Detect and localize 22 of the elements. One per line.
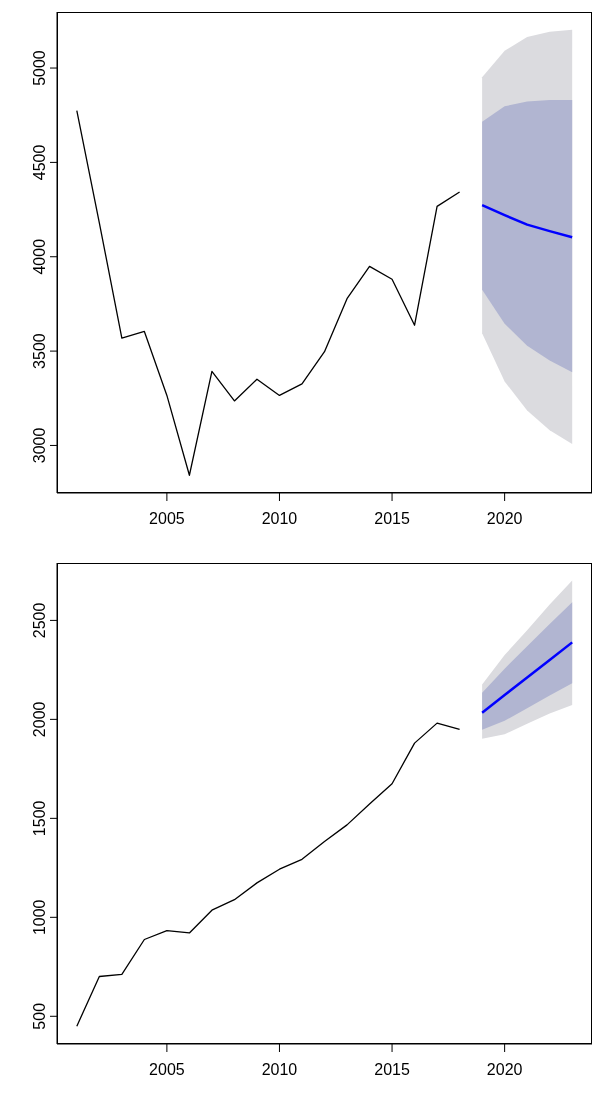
x-tick-label: 2005 <box>149 1061 185 1079</box>
y-tick-label: 500 <box>31 1002 48 1030</box>
y-tick-label: 2500 <box>31 602 48 639</box>
x-tick-label: 2020 <box>486 1061 523 1079</box>
x-tick-label: 2010 <box>261 510 298 528</box>
line-series <box>76 110 461 476</box>
y-tick-label: 3500 <box>31 333 48 369</box>
y-tick-label: 1500 <box>31 800 48 837</box>
line-series <box>76 722 461 1027</box>
y-tick-label: 4000 <box>31 238 48 275</box>
y-tick-label: 2000 <box>31 701 48 738</box>
x-tick-label: 2010 <box>261 1061 298 1079</box>
x-tick-label: 2020 <box>486 510 523 528</box>
line-series <box>480 203 574 239</box>
y-tick-label: 5000 <box>31 50 48 86</box>
x-tick-label: 2015 <box>374 510 410 528</box>
x-tick-label: 2015 <box>374 1061 410 1079</box>
line-series <box>480 641 574 714</box>
y-tick-label: 3000 <box>31 427 48 464</box>
y-tick-label: 1000 <box>31 899 48 936</box>
x-tick-label: 2005 <box>149 510 185 528</box>
y-tick-label: 4500 <box>31 144 48 181</box>
